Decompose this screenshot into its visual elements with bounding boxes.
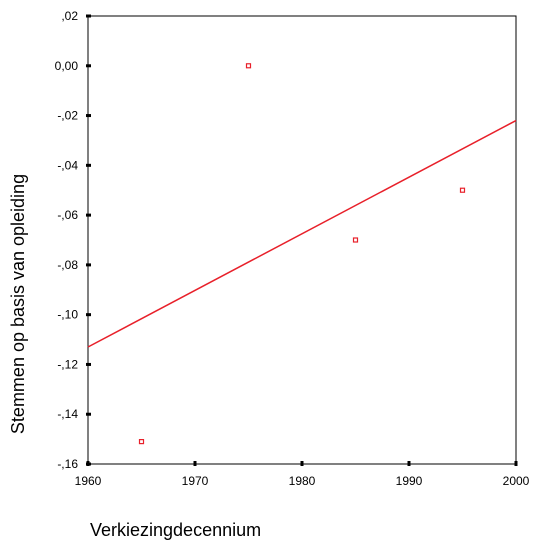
fit-line-group: [87, 119, 517, 348]
data-point: [245, 63, 252, 69]
y-tick-label: -,10: [57, 308, 78, 322]
x-axis-ticks: 1960 1970 1980 1990 2000: [75, 461, 530, 488]
data-point: [352, 237, 359, 243]
y-tick-label: -,12: [57, 357, 78, 371]
y-tick-label: -,04: [57, 158, 78, 172]
data-point: [138, 439, 145, 445]
x-tick-label: 1990: [396, 474, 423, 488]
y-tick-label: -,14: [57, 407, 78, 421]
x-tick-label: 1960: [75, 474, 102, 488]
y-tick-label: -,08: [57, 258, 78, 272]
x-axis-title: Verkiezingdecennium: [90, 520, 261, 540]
y-tick-label: 0,00: [55, 59, 79, 73]
data-points: [138, 63, 466, 445]
y-tick-label: -,06: [57, 208, 78, 222]
fit-line: [87, 119, 517, 348]
y-tick-label: ,02: [61, 9, 78, 23]
x-tick-label: 1970: [182, 474, 209, 488]
x-tick-label: 1980: [289, 474, 316, 488]
data-point: [459, 187, 466, 193]
x-tick-label: 2000: [503, 474, 530, 488]
y-tick-label: -,02: [57, 109, 78, 123]
plot-frame: [87, 15, 517, 465]
y-tick-label: -,16: [57, 457, 78, 471]
y-axis-title: Stemmen op basis van opleiding: [8, 174, 28, 434]
y-axis-ticks: ,02 0,00 -,02 -,04 -,06 -,08 -,10 -,12 -,14 -,16: [55, 9, 91, 471]
